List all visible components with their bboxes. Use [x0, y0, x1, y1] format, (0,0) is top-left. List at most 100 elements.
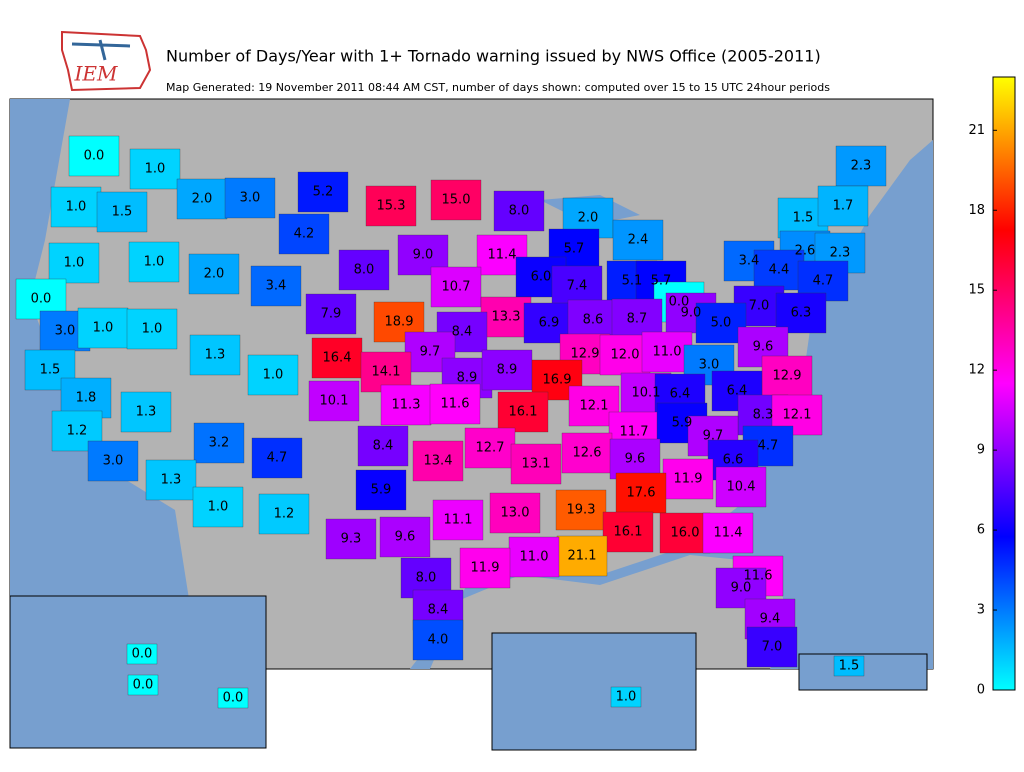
office-value-label: 11.0	[520, 550, 549, 565]
office-region	[464, 427, 516, 469]
office-value-label: 3.0	[699, 358, 720, 373]
logo: IEM	[61, 30, 152, 92]
office-region	[380, 384, 432, 426]
office-region	[224, 177, 276, 219]
office-value-label: 3.0	[55, 324, 76, 339]
office-value-label: 10.1	[632, 386, 661, 401]
office-value-label: 10.7	[442, 280, 471, 295]
office-value-label: 6.4	[670, 387, 691, 402]
office-value-label: 1.2	[274, 507, 295, 522]
office-region	[48, 242, 100, 284]
office-value-label: 5.9	[672, 416, 693, 431]
office-value-label: 8.0	[509, 204, 530, 219]
office-value-label: 11.3	[392, 398, 421, 413]
office-region	[127, 674, 159, 696]
office-region	[615, 472, 667, 514]
office-value-label: 6.9	[539, 316, 560, 331]
office-value-label: 7.9	[321, 307, 342, 322]
office-value-label: 16.4	[323, 351, 352, 366]
office-value-label: 8.3	[753, 408, 774, 423]
office-value-label: 2.6	[795, 244, 816, 259]
office-value-label: 1.8	[76, 391, 97, 406]
office-value-label: 12.0	[611, 348, 640, 363]
office-region	[612, 219, 664, 261]
office-value-label: 2.3	[851, 159, 872, 174]
office-value-label: 12.9	[773, 369, 802, 384]
office-region	[217, 687, 249, 709]
office-value-label: 9.6	[625, 452, 646, 467]
pacific	[10, 99, 200, 669]
office-region	[412, 619, 464, 661]
hawaii-inset	[491, 632, 697, 751]
office-value-label: 4.4	[769, 263, 790, 278]
office-region	[96, 191, 148, 233]
office-region	[77, 307, 129, 349]
office-value-label: 11.9	[471, 561, 500, 576]
colorbar-tick-label: 18	[968, 203, 985, 218]
inset-regions	[126, 643, 865, 709]
office-region	[258, 493, 310, 535]
office-region	[305, 293, 357, 335]
office-region	[556, 535, 608, 577]
office-value-label: 8.0	[354, 263, 375, 278]
office-value-label: 3.4	[266, 279, 287, 294]
office-region	[493, 190, 545, 232]
office-region	[430, 266, 482, 308]
office-value-label: 9.4	[760, 612, 781, 627]
office-region	[126, 308, 178, 350]
office-region	[357, 425, 409, 467]
colorbar-tick-label: 15	[968, 283, 985, 298]
office-value-label: 1.0	[142, 322, 163, 337]
office-value-label: 0.0	[133, 678, 154, 693]
office-value-label: 12.9	[571, 347, 600, 362]
office-region	[695, 302, 747, 344]
office-value-label: 6.3	[791, 306, 812, 321]
office-region	[746, 626, 798, 668]
office-value-label: 9.0	[413, 248, 434, 263]
office-value-label: 1.0	[263, 368, 284, 383]
office-region	[489, 492, 541, 534]
office-region	[189, 334, 241, 376]
office-region	[129, 148, 181, 190]
office-region	[602, 511, 654, 553]
office-value-label: 1.0	[144, 255, 165, 270]
title: Number of Days/Year with 1+ Tornado warn…	[166, 47, 821, 66]
office-region	[193, 422, 245, 464]
office-value-label: 1.0	[145, 162, 166, 177]
office-region	[715, 466, 767, 508]
office-region	[481, 349, 533, 391]
office-region	[192, 486, 244, 528]
office-value-label: 9.0	[731, 581, 752, 596]
office-region	[247, 354, 299, 396]
office-value-label: 4.7	[758, 439, 779, 454]
office-value-label: 15.3	[377, 199, 406, 214]
office-region	[145, 459, 197, 501]
office-value-label: 9.0	[681, 306, 702, 321]
office-value-label: 2.3	[830, 246, 851, 261]
office-value-label: 0.0	[669, 295, 690, 310]
office-value-label: 19.3	[567, 503, 596, 518]
colorbar: 0 3 6 9 12 15 18 21	[968, 76, 1016, 698]
office-value-label: 14.1	[372, 365, 401, 380]
office-region	[459, 547, 511, 589]
office-region	[609, 438, 661, 480]
office-region	[702, 512, 754, 554]
office-value-label: 8.6	[583, 313, 604, 328]
office-value-label: 5.9	[371, 483, 392, 498]
office-value-label: 8.9	[457, 371, 478, 386]
office-region	[775, 292, 827, 334]
office-value-label: 4.7	[813, 274, 834, 289]
office-region	[510, 443, 562, 485]
office-region	[50, 186, 102, 228]
office-labels: 0.0 1.0 1.0 1.5 2.0 3.0 5.2 15.3 15.0 8.0 2.0 2.4 2.…	[31, 149, 872, 706]
office-value-label: 16.9	[543, 373, 572, 388]
office-value-label: 3.0	[240, 191, 261, 206]
office-value-label: 1.0	[64, 256, 85, 271]
office-value-label: 2.0	[578, 211, 599, 226]
office-value-label: 2.4	[628, 233, 649, 248]
office-region	[497, 391, 549, 433]
office-value-label: 1.0	[66, 200, 87, 215]
office-region	[365, 185, 417, 227]
office-value-label: 11.6	[441, 397, 470, 412]
